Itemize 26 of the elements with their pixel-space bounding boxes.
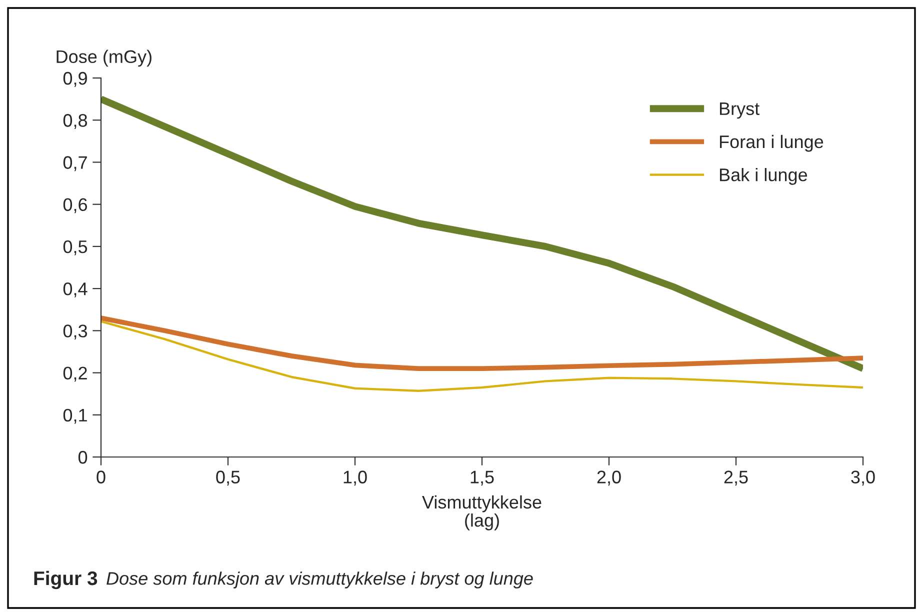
legend-label: Bak i lunge [720, 168, 808, 185]
x-tick-label: 2,5 [724, 470, 748, 486]
text: Dose som funksjon av vismuttykkelse i bryst og lunge [106, 572, 533, 588]
text: Figur 3 [34, 570, 98, 590]
legend-label: Bryst [720, 102, 760, 119]
y-tick-label: 0,1 [63, 408, 87, 424]
x-tick-label: 3,0 [851, 470, 875, 486]
y-tick-label: 0,2 [63, 366, 87, 382]
x-tick-label: 1,5 [470, 470, 494, 486]
y-tick-label: 0,6 [63, 198, 88, 214]
legend-label: Foran i lunge [720, 134, 824, 152]
x-tick-label: 1,0 [344, 470, 367, 486]
x-tick-label: 0,5 [216, 470, 240, 486]
x-tick-label: 2,0 [597, 470, 621, 486]
y-tick-label: 0,7 [63, 156, 87, 172]
line-series [101, 316, 863, 371]
x-tick-label: 0 [96, 470, 106, 484]
line-series [101, 320, 863, 392]
x-axis-title: Vismuttykkelse (lag) [422, 495, 542, 530]
y-tick-label: 0 [78, 450, 88, 464]
y-tick-label: 0,8 [63, 114, 88, 129]
y-axis-title: Dose (mGy) [56, 50, 152, 67]
y-tick-label: 0,4 [63, 282, 88, 298]
y-tick-label: 0,9 [63, 72, 87, 87]
y-tick-label: 0,3 [63, 324, 88, 340]
y-tick-label: 0,5 [63, 240, 88, 256]
